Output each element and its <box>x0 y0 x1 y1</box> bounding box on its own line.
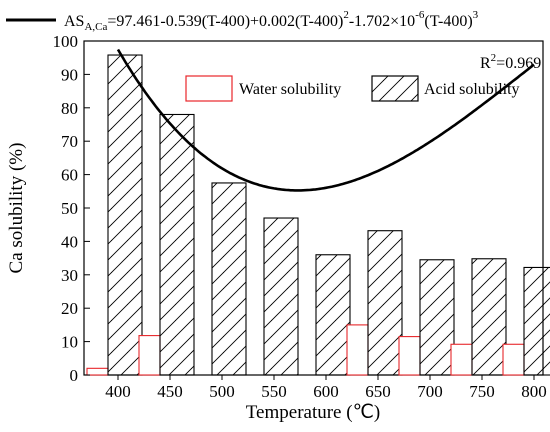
legend-label-water: Water solubility <box>239 81 341 98</box>
x-tick-label-400: 400 <box>105 382 131 401</box>
bar-acid-800 <box>523 266 550 376</box>
x-axis-title: Temperature (℃) <box>246 402 380 423</box>
fit-equation: ASA,Ca=97.461-0.539(T-400)+0.002(T-400)2… <box>64 9 479 33</box>
bar-water-650 <box>346 324 369 376</box>
y-axis-title: Ca solubility (%) <box>6 143 27 274</box>
x-tick-label-550: 550 <box>261 382 287 401</box>
x-tick-label-750: 750 <box>469 382 495 401</box>
y-tick-label-20: 20 <box>61 299 78 318</box>
series-legend: Water solubility Acid solubility <box>185 75 520 102</box>
bar-water-400 <box>86 367 109 376</box>
x-tick-label-600: 600 <box>313 382 339 401</box>
y-tick-label-40: 40 <box>61 232 78 251</box>
legend-swatch-acid <box>371 75 419 102</box>
bar-acid-700 <box>419 259 455 376</box>
bar-acid-400 <box>107 54 143 376</box>
bar-acid-500 <box>211 182 247 376</box>
y-tick-label-60: 60 <box>61 166 78 185</box>
x-axis: 400 450 500 550 600 650 700 750 800 <box>105 375 547 401</box>
y-tick-label-100: 100 <box>53 32 79 51</box>
r-squared-label: R2=0.969 <box>480 52 541 72</box>
y-tick-label-70: 70 <box>61 132 78 151</box>
x-tick-label-650: 650 <box>365 382 391 401</box>
x-tick-label-450: 450 <box>157 382 183 401</box>
x-tick-label-500: 500 <box>209 382 235 401</box>
y-tick-label-50: 50 <box>61 199 78 218</box>
bar-water-800 <box>502 343 525 376</box>
bar-acid-750 <box>471 258 507 376</box>
bar-acid-650 <box>367 230 403 376</box>
fit-line-group <box>116 48 535 192</box>
bar-acid-550 <box>263 217 299 376</box>
bars-group <box>86 54 550 376</box>
legend-swatch-water <box>185 75 233 102</box>
x-tick-label-700: 700 <box>417 382 443 401</box>
bar-acid-600 <box>315 254 351 376</box>
y-tick-label-30: 30 <box>61 266 78 285</box>
bar-water-750 <box>450 343 473 376</box>
y-tick-label-90: 90 <box>61 65 78 84</box>
bar-water-700 <box>398 336 421 376</box>
bar-acid-450 <box>159 113 195 376</box>
y-axis: 0 10 20 30 40 50 60 70 80 90 100 <box>53 32 90 385</box>
legend-label-acid: Acid solubility <box>424 81 520 98</box>
y-tick-label-80: 80 <box>61 99 78 118</box>
bar-water-450 <box>138 335 161 376</box>
fit-curve <box>116 48 535 192</box>
y-tick-label-10: 10 <box>61 333 78 352</box>
fit-legend: ASA,Ca=97.461-0.539(T-400)+0.002(T-400)2… <box>6 9 479 33</box>
x-tick-label-800: 800 <box>521 382 547 401</box>
y-tick-label-0: 0 <box>70 366 79 385</box>
